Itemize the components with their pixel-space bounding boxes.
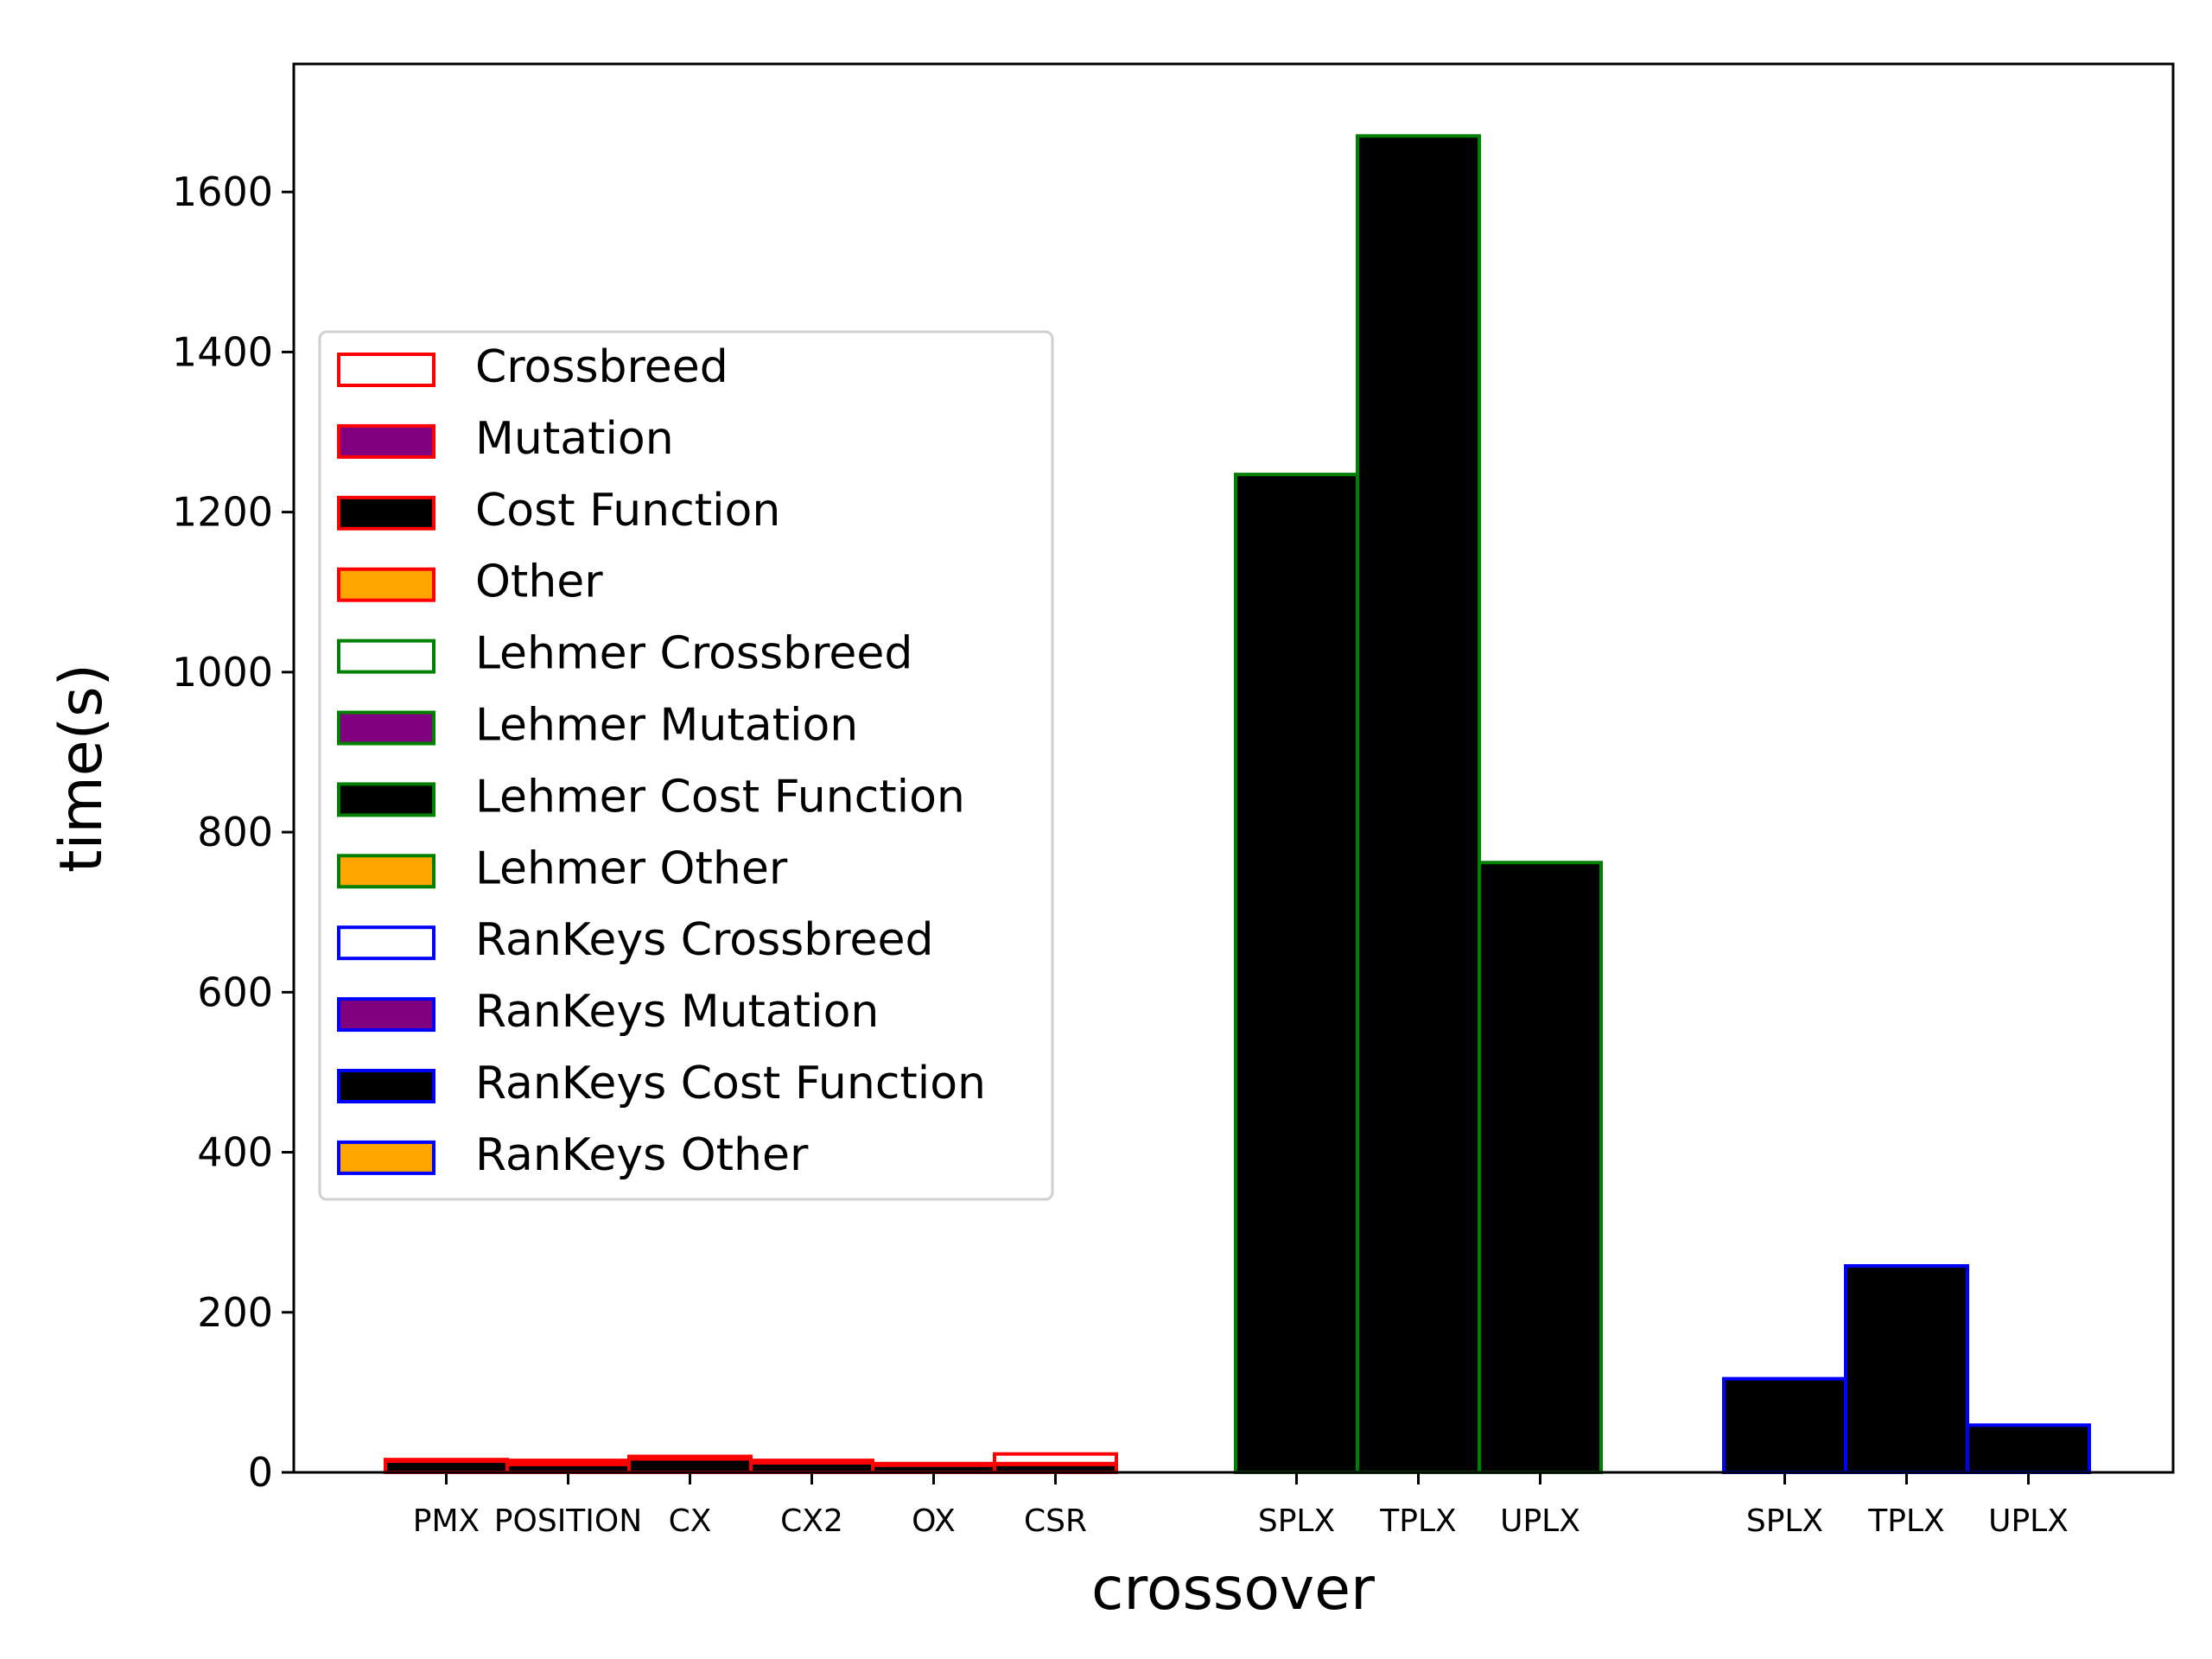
x-tick-label: CX2	[780, 1503, 843, 1539]
x-tick-label: PMX	[413, 1503, 480, 1539]
legend-label: RanKeys Other	[475, 1129, 809, 1181]
bars-layer	[384, 134, 2091, 1475]
legend-label: Other	[475, 556, 603, 608]
legend-label: Lehmer Mutation	[475, 700, 858, 752]
x-tick-label: SPLX	[1746, 1503, 1823, 1539]
bar-segment-crossbreed	[627, 1454, 753, 1460]
bar-segment-cost-function	[1356, 134, 1481, 1474]
y-tick-label: 800	[197, 809, 273, 855]
x-axis: PMX POSITION CX CX2 OX CSR SPLX TPLX UPLX SPLX TPL…	[413, 1472, 2069, 1539]
y-tick-label: 1000	[172, 649, 273, 696]
x-tick-label: CSR	[1024, 1503, 1087, 1539]
legend-label: Cost Function	[475, 485, 780, 537]
x-tick-label: TPLX	[1379, 1503, 1456, 1539]
x-tick-label: TPLX	[1867, 1503, 1944, 1539]
y-axis: 0 200 400 600 800 1000 1200 1400 1600	[172, 168, 294, 1496]
legend-swatch	[337, 782, 435, 817]
x-tick-label: CX	[669, 1503, 712, 1539]
bar-segment-cost-function	[1722, 1376, 1847, 1475]
bar-segment-crossbreed	[384, 1458, 509, 1463]
x-tick-label: UPLX	[1988, 1503, 2069, 1539]
legend-swatch	[337, 925, 435, 961]
y-tick-label: 1400	[172, 328, 273, 375]
y-tick-label: 1200	[172, 489, 273, 536]
bar-segment-crossbreed	[871, 1461, 996, 1466]
legend-swatch	[337, 854, 435, 889]
x-tick-label: UPLX	[1500, 1503, 1580, 1539]
bar-segment-crossbreed	[749, 1459, 874, 1464]
legend-label: Lehmer Other	[475, 842, 788, 894]
legend-label: Crossbreed	[475, 341, 728, 393]
x-tick-label: OX	[912, 1503, 956, 1539]
bar-segment-cost-function	[1478, 861, 1603, 1474]
x-tick-label: POSITION	[494, 1503, 642, 1539]
legend-swatch	[337, 639, 435, 674]
legend-label: RanKeys Cost Function	[475, 1058, 986, 1109]
legend-label: RanKeys Crossbreed	[475, 914, 934, 966]
bar-segment-cost-function	[1844, 1264, 1969, 1474]
legend-swatch	[337, 353, 435, 387]
x-tick-label: SPLX	[1258, 1503, 1335, 1539]
legend: Crossbreed Mutation Cost Function Other Lehm…	[318, 330, 1054, 1201]
legend-swatch	[337, 710, 435, 746]
legend-swatch	[337, 1069, 435, 1103]
legend-swatch	[337, 495, 435, 531]
legend-swatch	[337, 567, 435, 602]
y-tick-label: 400	[197, 1129, 273, 1176]
y-tick-label: 0	[248, 1449, 273, 1496]
bar-segment-crossbreed	[505, 1459, 631, 1465]
legend-swatch	[337, 423, 435, 459]
y-tick-label: 600	[197, 969, 273, 1015]
bar-segment-cost-function	[1234, 473, 1359, 1475]
plot-area-frame	[292, 62, 2175, 1474]
bar-segment-crossbreed	[993, 1452, 1118, 1465]
legend-box	[318, 330, 1054, 1201]
legend-swatch	[337, 997, 435, 1033]
y-axis-label: time(s)	[48, 664, 116, 873]
legend-label: RanKeys Mutation	[475, 986, 879, 1038]
bar-segment-cost-function	[1966, 1423, 2091, 1474]
bar-segment-cost-function	[627, 1457, 753, 1475]
legend-label: Mutation	[475, 413, 674, 465]
y-tick-label: 1600	[172, 168, 273, 215]
x-axis-label: crossover	[1091, 1555, 1375, 1624]
legend-swatch	[337, 1140, 435, 1175]
legend-label: Lehmer Crossbreed	[475, 628, 912, 680]
legend-label: Lehmer Cost Function	[475, 771, 965, 823]
y-tick-label: 200	[197, 1289, 273, 1336]
